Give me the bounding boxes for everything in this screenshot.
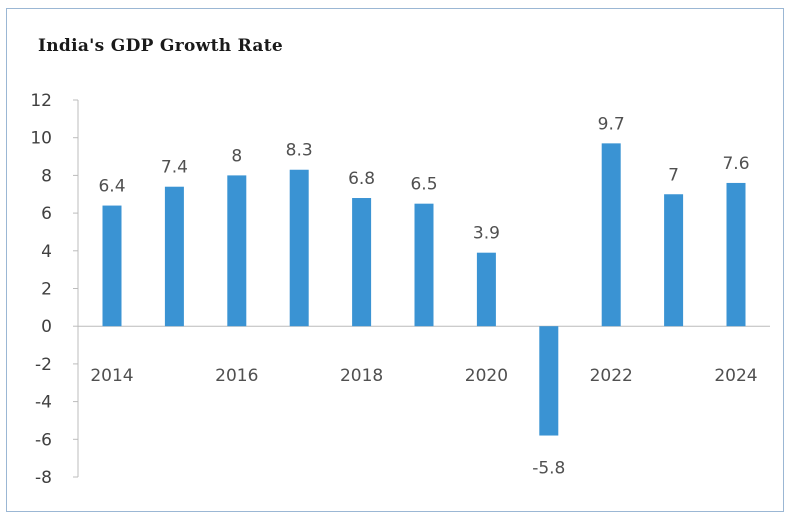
y-tick-label: -8: [35, 468, 52, 488]
y-tick-label: 12: [30, 91, 52, 111]
x-axis-labels: 2014 2016 2018 2020 2022 2024: [90, 366, 757, 386]
x-tick-label-2014: 2014: [90, 366, 133, 386]
data-label-2018: 6.8: [348, 169, 375, 189]
y-tick-label: -2: [35, 355, 52, 375]
chart-frame: [6, 8, 784, 512]
chart-title: India's GDP Growth Rate: [38, 36, 284, 56]
x-tick-label-2020: 2020: [465, 366, 508, 386]
bar-2021: [539, 326, 559, 436]
y-tick-label: -4: [35, 393, 52, 413]
y-tick-label: 8: [41, 166, 52, 186]
bar-2019: [414, 203, 434, 327]
bar-2017: [289, 169, 309, 327]
data-label-2016: 8: [231, 146, 242, 166]
bar-2022: [601, 143, 621, 327]
bar-2014: [102, 205, 122, 327]
data-label-2020: 3.9: [473, 224, 500, 244]
x-tick-label-2016: 2016: [215, 366, 258, 386]
bar-2024: [726, 182, 746, 327]
data-label-2015: 7.4: [161, 158, 188, 178]
data-label-2019: 6.5: [410, 175, 437, 195]
y-tick-label: 4: [41, 242, 52, 262]
y-tick-label: 10: [30, 129, 52, 149]
x-tick-label-2018: 2018: [340, 366, 383, 386]
x-tick-label-2022: 2022: [590, 366, 633, 386]
bar-2023: [664, 194, 684, 327]
data-label-2023: 7: [668, 165, 679, 185]
y-tick-label: 0: [41, 317, 52, 337]
y-axis: 12 10 8 6 4 2 0 -2 -4 -6 -8: [30, 91, 770, 488]
data-labels: 6.4 7.4 8 8.3 6.8 6.5 3.9 -5.8 9.7 7 7.6: [98, 114, 749, 478]
bar-2015: [164, 186, 184, 327]
data-label-2022: 9.7: [598, 114, 625, 134]
y-tick-label: -6: [35, 430, 52, 450]
y-tick-label: 6: [41, 204, 52, 224]
data-label-2024: 7.6: [722, 154, 749, 174]
bar-2016: [227, 175, 247, 327]
bar-2018: [352, 198, 372, 327]
data-label-2014: 6.4: [98, 177, 125, 197]
y-tick-label: 2: [41, 280, 52, 300]
data-label-2021: -5.8: [532, 459, 565, 479]
x-tick-label-2024: 2024: [714, 366, 757, 386]
data-label-2017: 8.3: [286, 141, 313, 161]
bar-2020: [476, 252, 496, 327]
bars: [102, 143, 746, 436]
